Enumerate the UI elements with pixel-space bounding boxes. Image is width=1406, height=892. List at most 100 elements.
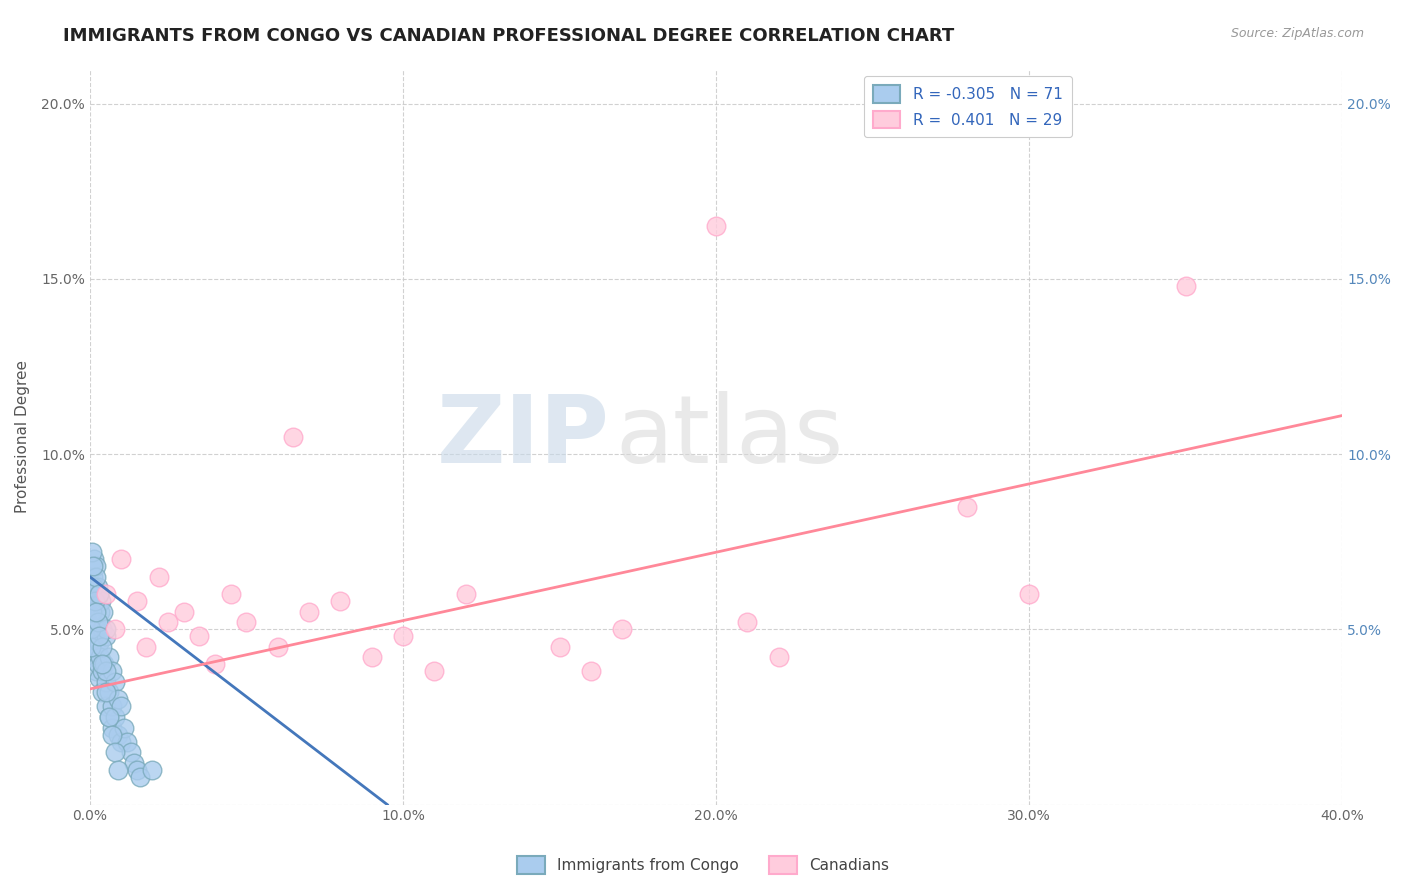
Point <box>129 770 152 784</box>
Point <box>157 615 180 630</box>
Point <box>84 580 107 594</box>
Point <box>97 685 120 699</box>
Point <box>283 429 305 443</box>
Point <box>100 699 122 714</box>
Point <box>104 675 127 690</box>
Point <box>125 763 148 777</box>
Point <box>91 623 114 637</box>
Point <box>100 727 122 741</box>
Point <box>110 552 132 566</box>
Point <box>1018 587 1040 601</box>
Point <box>89 650 111 665</box>
Point <box>737 615 759 630</box>
Point <box>89 587 111 601</box>
Point <box>148 570 170 584</box>
Point <box>1174 278 1197 293</box>
Point <box>84 559 107 574</box>
Point <box>120 745 142 759</box>
Point <box>141 763 163 777</box>
Point <box>454 587 477 601</box>
Point <box>360 650 382 665</box>
Point <box>97 710 120 724</box>
Point <box>89 605 111 619</box>
Point <box>235 615 257 630</box>
Point <box>89 672 111 686</box>
Y-axis label: Professional Degree: Professional Degree <box>15 360 30 513</box>
Point <box>91 685 114 699</box>
Point <box>135 640 157 654</box>
Point <box>82 587 104 601</box>
Point <box>100 721 122 735</box>
Point <box>392 629 415 643</box>
Point <box>80 623 103 637</box>
Point <box>548 640 571 654</box>
Point <box>97 650 120 665</box>
Point <box>86 657 108 672</box>
Point <box>107 692 129 706</box>
Point <box>80 605 103 619</box>
Point <box>86 643 108 657</box>
Point <box>267 640 290 654</box>
Point <box>579 665 602 679</box>
Point <box>107 763 129 777</box>
Point <box>93 657 115 672</box>
Point <box>104 710 127 724</box>
Point <box>94 629 117 643</box>
Point <box>768 650 790 665</box>
Point <box>122 756 145 770</box>
Point <box>94 587 117 601</box>
Point <box>89 587 111 601</box>
Point <box>84 623 107 637</box>
Point <box>104 745 127 759</box>
Text: ZIP: ZIP <box>437 391 610 483</box>
Point <box>110 734 132 748</box>
Point <box>94 699 117 714</box>
Text: Source: ZipAtlas.com: Source: ZipAtlas.com <box>1230 27 1364 40</box>
Point <box>610 623 633 637</box>
Point <box>94 623 117 637</box>
Point <box>100 665 122 679</box>
Point <box>80 640 103 654</box>
Point <box>82 580 104 594</box>
Point <box>219 587 242 601</box>
Point <box>94 675 117 690</box>
Point <box>423 665 446 679</box>
Point <box>91 640 114 654</box>
Point <box>117 734 139 748</box>
Point <box>104 623 127 637</box>
Legend: R = -0.305   N = 71, R =  0.401   N = 29: R = -0.305 N = 71, R = 0.401 N = 29 <box>863 76 1071 137</box>
Point <box>82 559 104 574</box>
Point <box>86 580 108 594</box>
Text: atlas: atlas <box>616 391 844 483</box>
Point <box>91 665 114 679</box>
Point <box>204 657 226 672</box>
Point <box>97 710 120 724</box>
Point <box>82 545 104 559</box>
Point <box>91 657 114 672</box>
Point <box>90 594 112 608</box>
Text: IMMIGRANTS FROM CONGO VS CANADIAN PROFESSIONAL DEGREE CORRELATION CHART: IMMIGRANTS FROM CONGO VS CANADIAN PROFES… <box>63 27 955 45</box>
Legend: Immigrants from Congo, Canadians: Immigrants from Congo, Canadians <box>510 850 896 880</box>
Point <box>125 594 148 608</box>
Point <box>86 615 108 630</box>
Point <box>83 629 105 643</box>
Point <box>188 629 211 643</box>
Point <box>89 629 111 643</box>
Point <box>84 605 107 619</box>
Point <box>94 685 117 699</box>
Point <box>110 699 132 714</box>
Point <box>83 640 105 654</box>
Point <box>84 570 107 584</box>
Point <box>80 605 103 619</box>
Point <box>83 594 105 608</box>
Point <box>84 665 107 679</box>
Point <box>955 500 977 514</box>
Point <box>86 594 108 608</box>
Point <box>82 570 104 584</box>
Point <box>83 552 105 566</box>
Point <box>84 650 107 665</box>
Point <box>329 594 352 608</box>
Point <box>82 615 104 630</box>
Point <box>89 636 111 650</box>
Point <box>112 721 135 735</box>
